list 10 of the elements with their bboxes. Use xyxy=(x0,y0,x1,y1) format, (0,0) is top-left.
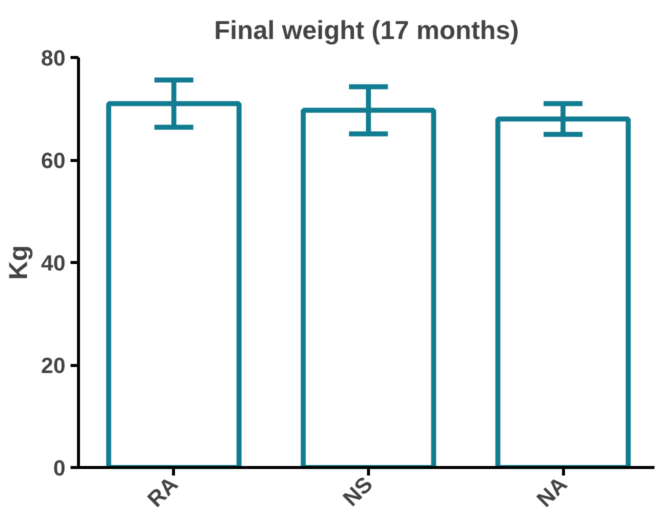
x-tick-label: NA xyxy=(532,472,572,512)
y-axis-title: Kg xyxy=(3,245,34,280)
y-tick-label: 20 xyxy=(41,353,66,378)
y-tick-label: 60 xyxy=(41,148,66,173)
y-tick-label: 80 xyxy=(41,46,66,70)
y-tick-label: 0 xyxy=(53,456,66,480)
x-tick-label: NS xyxy=(338,472,378,511)
chart-title: Final weight (17 months) xyxy=(214,15,519,45)
x-tick-label: RA xyxy=(142,472,183,512)
y-tick-label: 40 xyxy=(41,250,66,276)
